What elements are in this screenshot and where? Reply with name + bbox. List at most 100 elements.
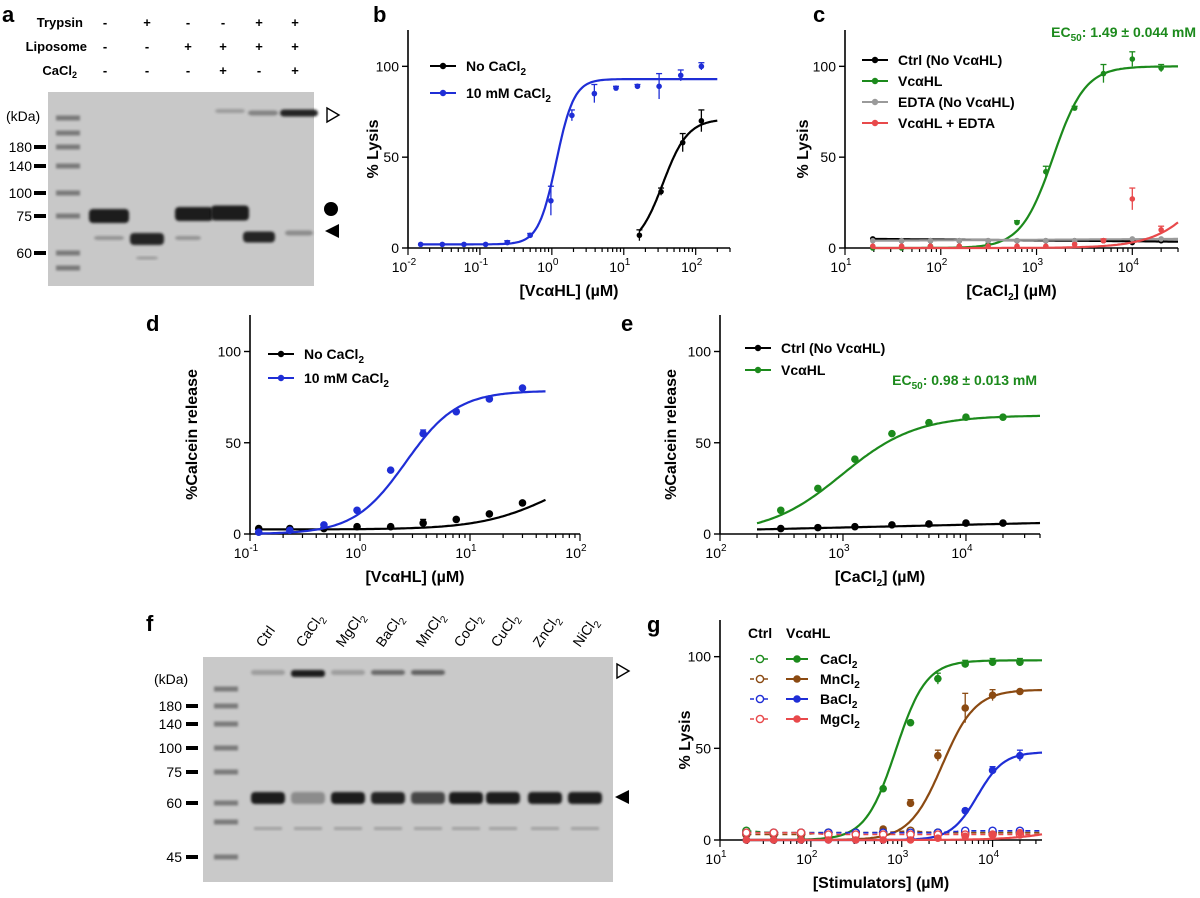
data-point [386, 466, 395, 474]
data-point [961, 832, 970, 841]
lane-label-cucl2: CuCl2 [487, 610, 525, 652]
y-tick-label: 0 [703, 832, 711, 848]
data-point [962, 413, 970, 422]
legend-marker [793, 695, 801, 703]
data-point [934, 751, 942, 760]
data-point [934, 674, 942, 683]
lane-sign: - [103, 39, 107, 54]
panel-label-b: b [373, 2, 386, 27]
data-point [1016, 658, 1024, 666]
protein-band-minor [571, 827, 599, 830]
ladder-band [56, 130, 80, 136]
data-point [999, 519, 1007, 527]
fit-curve [756, 414, 1040, 525]
data-point [452, 515, 461, 524]
marker-tick [34, 191, 46, 195]
data-point [961, 660, 970, 668]
protein-band [175, 207, 213, 221]
data-point [906, 799, 915, 808]
ctrl-data-point [769, 828, 779, 837]
filled-triangle-icon [615, 790, 629, 804]
y-tick-label: 0 [828, 240, 836, 256]
y-tick-label: 50 [695, 435, 711, 451]
data-point [985, 243, 991, 249]
data-point [452, 407, 461, 416]
gel-a-unit-label: (kDa) [6, 108, 40, 124]
x-tick-label: 103 [1022, 257, 1044, 275]
data-point [461, 241, 467, 248]
fit-curve [757, 521, 1041, 531]
protein-band-minor [334, 827, 362, 830]
data-point [851, 455, 859, 463]
marker-tick [186, 801, 198, 805]
x-tick-label: 102 [681, 257, 703, 275]
legend-label: VcαHL + EDTA [898, 115, 995, 131]
data-point [353, 506, 361, 515]
data-point [988, 691, 997, 699]
ec50-annotation: EC50: 1.49 ± 0.044 mM [1051, 24, 1196, 44]
marker-label: 140 [9, 158, 33, 174]
data-point [1043, 243, 1049, 249]
lane-label-mgcl2: MgCl2 [332, 609, 371, 652]
data-point [417, 241, 424, 248]
data-point [1016, 751, 1024, 760]
marker-label: 100 [159, 740, 183, 756]
marker-label: 75 [16, 208, 32, 224]
y-tick-label: 100 [688, 649, 712, 665]
lane-sign: - [221, 15, 225, 30]
lane-label-zncl2: ZnCl2 [529, 611, 566, 652]
data-point [1043, 237, 1049, 244]
data-point [504, 239, 511, 246]
data-point [1014, 243, 1020, 249]
lane-label-ctrl: Ctrl [252, 623, 278, 650]
data-point [797, 836, 805, 844]
chart-c: c 0 50 100 101 102 103 104 [CaCl2] (µM) % Lysis Ct… [795, 2, 1196, 303]
data-point [879, 784, 887, 793]
data-point [1100, 237, 1107, 244]
fit-curve [746, 688, 1043, 842]
protein-band-minor [254, 827, 282, 830]
legend-label: No CaCl2 [304, 346, 364, 366]
x-tick-label: 100 [537, 257, 559, 275]
data-point [679, 139, 686, 146]
protein-band [291, 792, 325, 804]
marker-label: 75 [166, 764, 182, 780]
ladder-band [214, 854, 238, 860]
gel-f-unit-label: (kDa) [154, 671, 188, 687]
fit-curve [746, 659, 1042, 842]
legend-marker [871, 119, 879, 127]
protein-band [285, 230, 313, 236]
ladder-band [214, 686, 238, 692]
data-point [386, 522, 395, 531]
protein-band-top [371, 670, 405, 675]
data-point [906, 718, 915, 727]
legend-marker [871, 56, 879, 64]
protein-band-top [411, 670, 445, 675]
legend-label: No CaCl2 [466, 58, 526, 78]
data-point [419, 429, 427, 438]
legend-marker [793, 715, 801, 723]
fit-curve [872, 237, 1178, 242]
protein-band-minor [414, 827, 442, 830]
data-point [1129, 196, 1136, 202]
lane-label-cacl2: CaCl2 [292, 610, 330, 652]
x-tick-label: 101 [609, 257, 631, 275]
marker-tick [34, 251, 46, 255]
lane-label-bacl2: BaCl2 [372, 611, 409, 652]
marker-tick [186, 746, 198, 750]
marker-label: 45 [166, 849, 182, 865]
protein-band [94, 236, 124, 240]
ladder-band [56, 265, 80, 271]
legend-label: BaCl2 [820, 691, 858, 711]
protein-band [89, 209, 129, 223]
marker-label: 60 [166, 795, 182, 811]
y-tick-label: 50 [383, 149, 399, 165]
data-point [613, 85, 619, 91]
data-point [320, 521, 328, 529]
data-point [1158, 65, 1164, 71]
ladder-band [56, 190, 80, 196]
legend-label: MgCl2 [820, 711, 860, 731]
ladder-band [56, 115, 80, 121]
x-tick-label: 102 [926, 257, 948, 275]
